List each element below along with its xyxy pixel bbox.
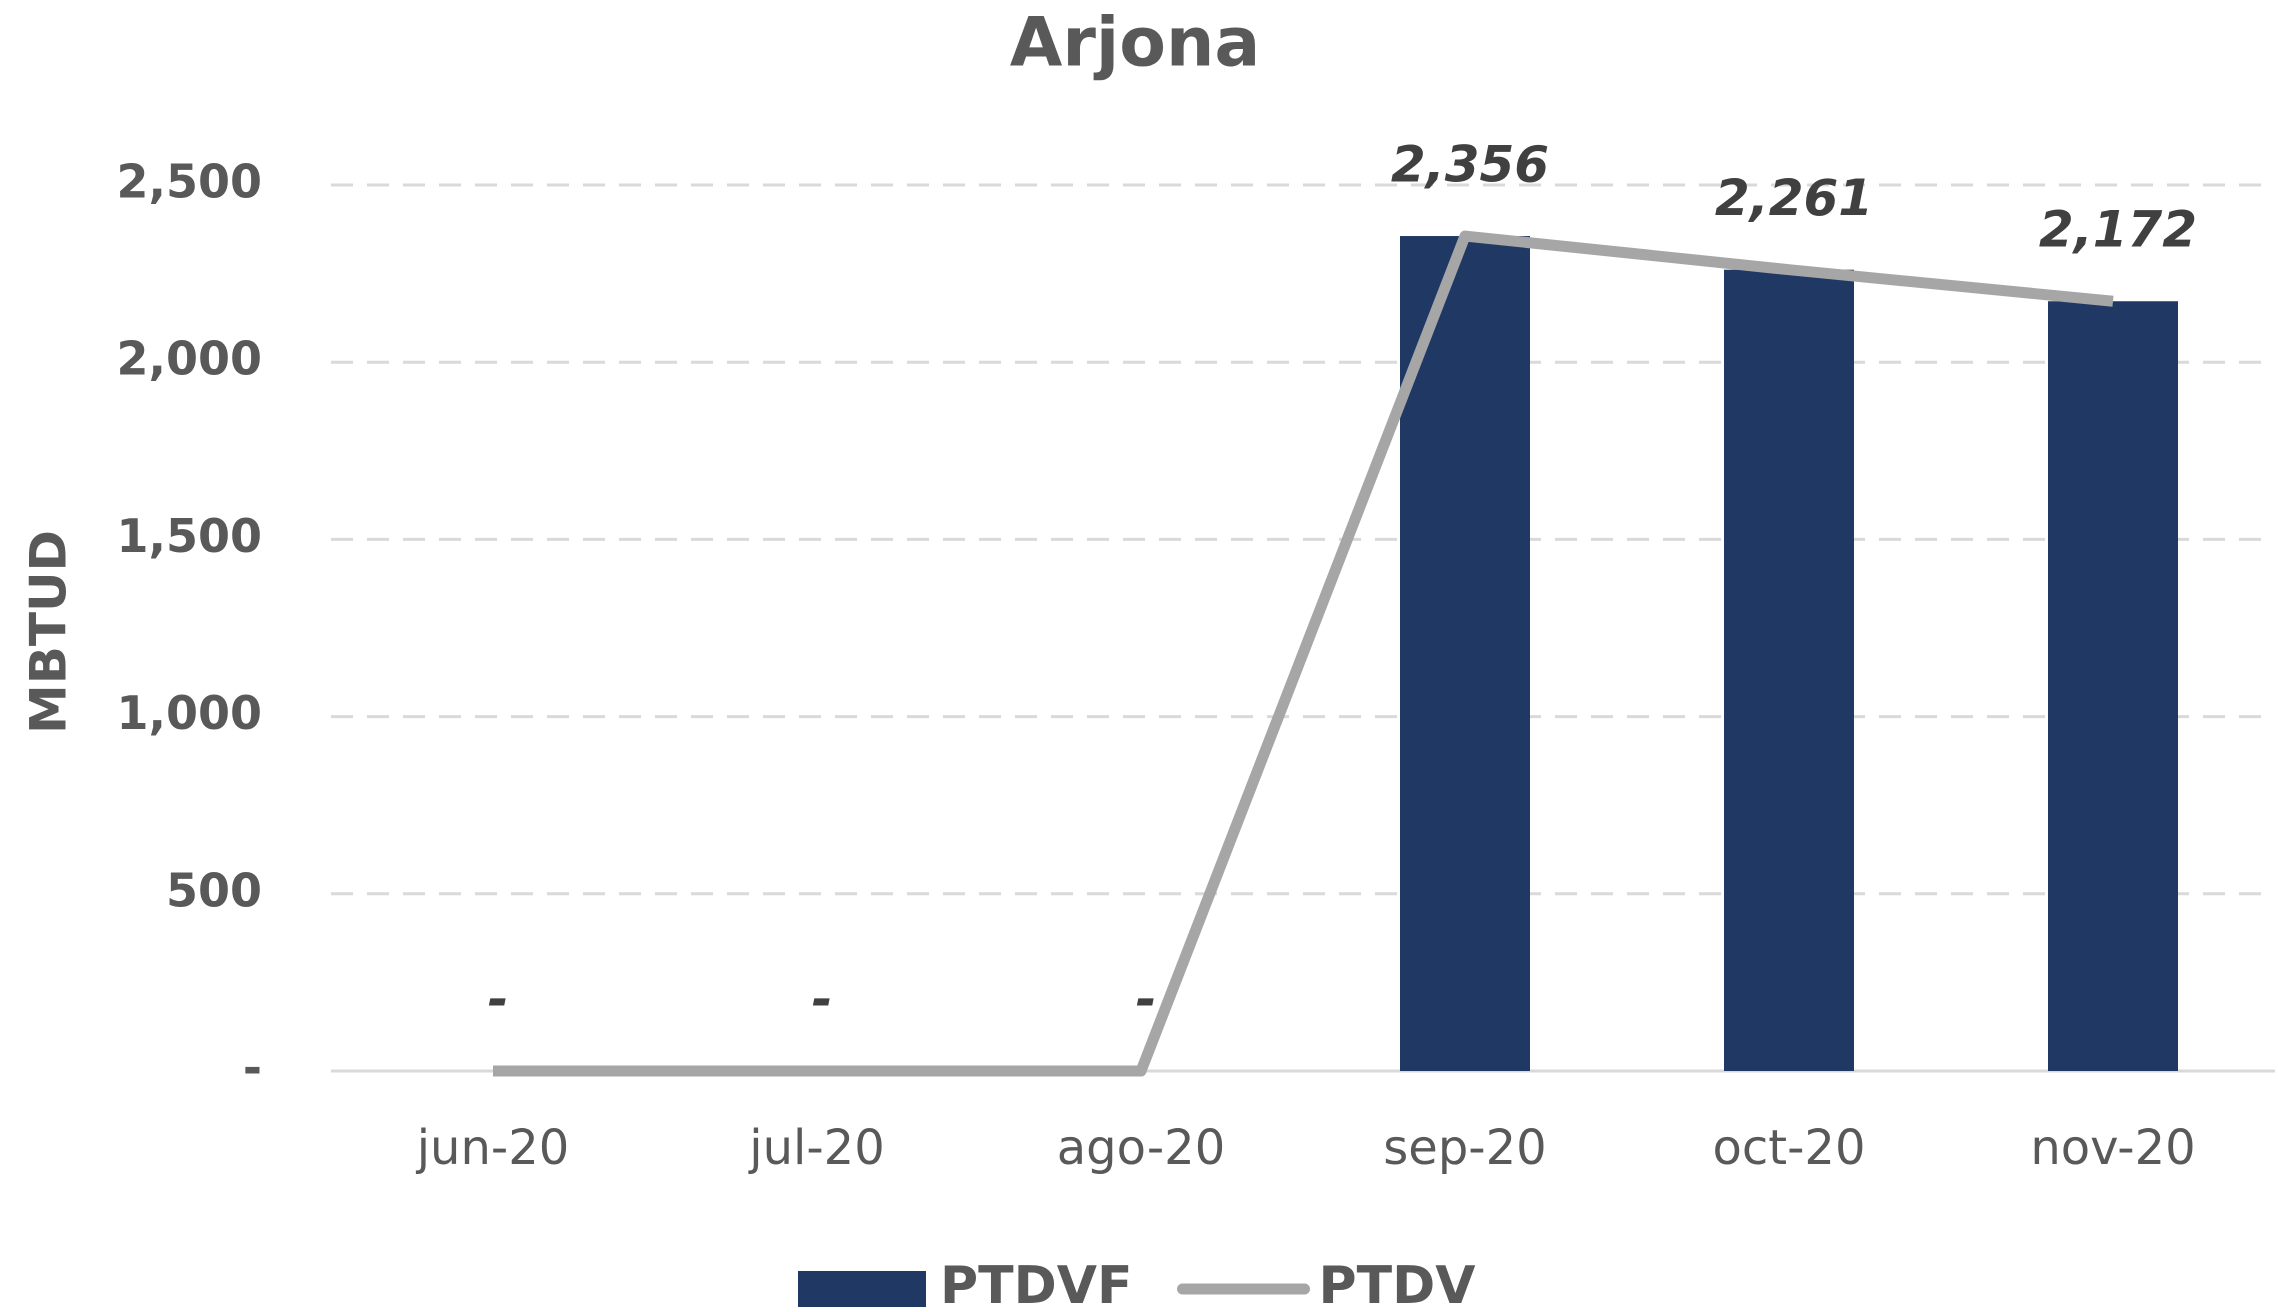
y-tick-label: 2,000 [116,332,262,386]
y-tick-label: 1,000 [116,686,262,740]
data-label: 2,356 [1391,136,1549,194]
chart-title: Arjona [1010,4,1260,83]
data-label: - [1136,971,1157,1029]
bar [1400,236,1530,1072]
legend-label: PTDVF [940,1256,1133,1312]
line [493,230,2114,1077]
bar [2048,301,2178,1072]
legend-label: PTDV [1319,1256,1476,1312]
x-tick-label: nov-20 [2030,1120,2195,1176]
data-label: - [812,971,833,1029]
x-tick-label: ago-20 [1057,1120,1226,1176]
y-tick-label: - [243,1041,262,1095]
y-tick-label: 2,500 [116,155,262,209]
data-label: 2,172 [2039,201,2197,259]
data-label: - [488,971,509,1029]
x-tick-label: jul-20 [748,1120,885,1176]
y-axis-label: MBTUD [20,530,78,734]
x-tick-label: oct-20 [1713,1120,1866,1176]
y-tick-label: 500 [166,863,262,917]
bar [1724,269,1854,1071]
x-tick-label: sep-20 [1383,1120,1546,1176]
x-tick-label: jun-20 [416,1120,570,1176]
legend-swatch [798,1271,926,1307]
data-label: 2,261 [1715,169,1873,227]
y-tick-label: 1,500 [116,509,262,563]
